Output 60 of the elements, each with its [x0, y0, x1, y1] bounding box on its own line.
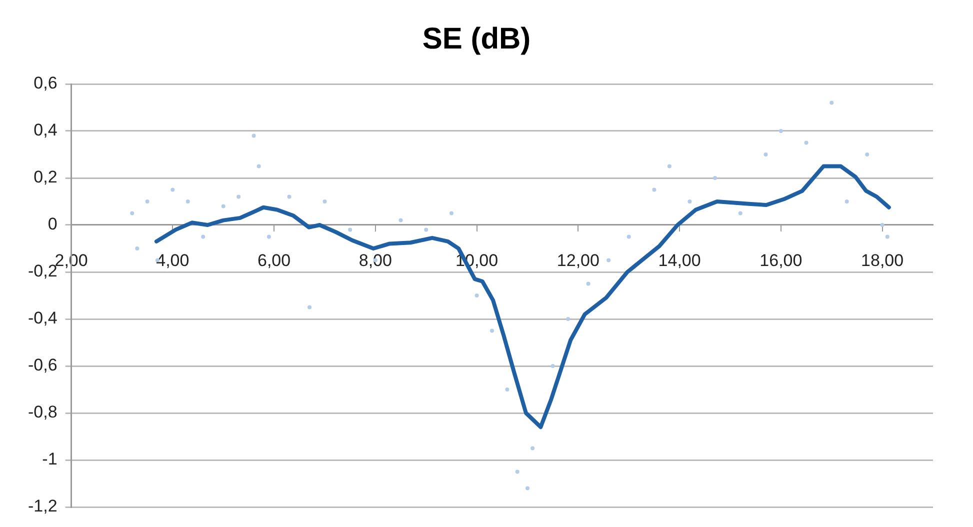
x-tick-label: 18,00	[861, 250, 904, 270]
point	[322, 200, 327, 204]
y-tick-label: -0,2	[28, 262, 58, 281]
y-tick-label: 0,6	[34, 74, 58, 93]
point	[490, 328, 494, 333]
point	[130, 211, 134, 216]
point	[804, 140, 808, 145]
y-tick-label: 0	[48, 214, 58, 234]
point	[738, 211, 742, 216]
y-tick-label: -0,6	[28, 356, 58, 375]
point	[252, 134, 256, 138]
y-tick-label: -0,4	[28, 308, 58, 328]
point	[606, 258, 611, 262]
point	[505, 388, 510, 392]
point	[474, 294, 479, 298]
point	[201, 234, 206, 239]
point	[145, 200, 150, 204]
point	[308, 305, 312, 310]
point	[135, 246, 140, 250]
point	[515, 470, 520, 474]
y-tick-label: 0,4	[34, 120, 58, 140]
point	[424, 228, 428, 232]
point	[287, 194, 292, 199]
point	[830, 100, 834, 105]
point	[586, 282, 590, 286]
x-tick-label: 12,00	[556, 250, 600, 270]
point	[688, 200, 692, 204]
x-tick-label: 14,00	[658, 250, 701, 270]
point	[626, 234, 631, 239]
y-tick-label: -1	[42, 450, 58, 469]
point	[865, 152, 870, 156]
point	[667, 164, 672, 168]
point	[764, 152, 768, 156]
point	[221, 204, 226, 208]
point	[170, 188, 175, 192]
chart-title: SE (dB)	[422, 22, 531, 56]
y-tick-label: -0,8	[28, 402, 58, 422]
point	[885, 234, 890, 239]
point	[550, 364, 555, 368]
point	[256, 164, 261, 168]
point	[348, 228, 352, 232]
x-tick-label: 6,00	[258, 250, 291, 270]
point	[398, 218, 403, 222]
point	[778, 129, 783, 133]
point	[186, 200, 190, 204]
point	[266, 234, 271, 239]
point	[530, 446, 535, 450]
x-tick-label: 8,00	[358, 250, 392, 270]
point	[449, 211, 454, 216]
point	[713, 176, 718, 180]
point	[566, 317, 570, 321]
x-tick-label: 4,00	[156, 250, 190, 270]
point	[652, 188, 656, 192]
point	[844, 200, 849, 204]
y-tick-label: -1,2	[28, 496, 58, 516]
point	[880, 223, 884, 227]
y-tick-label: 0,2	[34, 168, 58, 187]
point	[236, 194, 241, 199]
x-tick-label: 16,00	[760, 250, 802, 270]
point	[525, 486, 530, 490]
